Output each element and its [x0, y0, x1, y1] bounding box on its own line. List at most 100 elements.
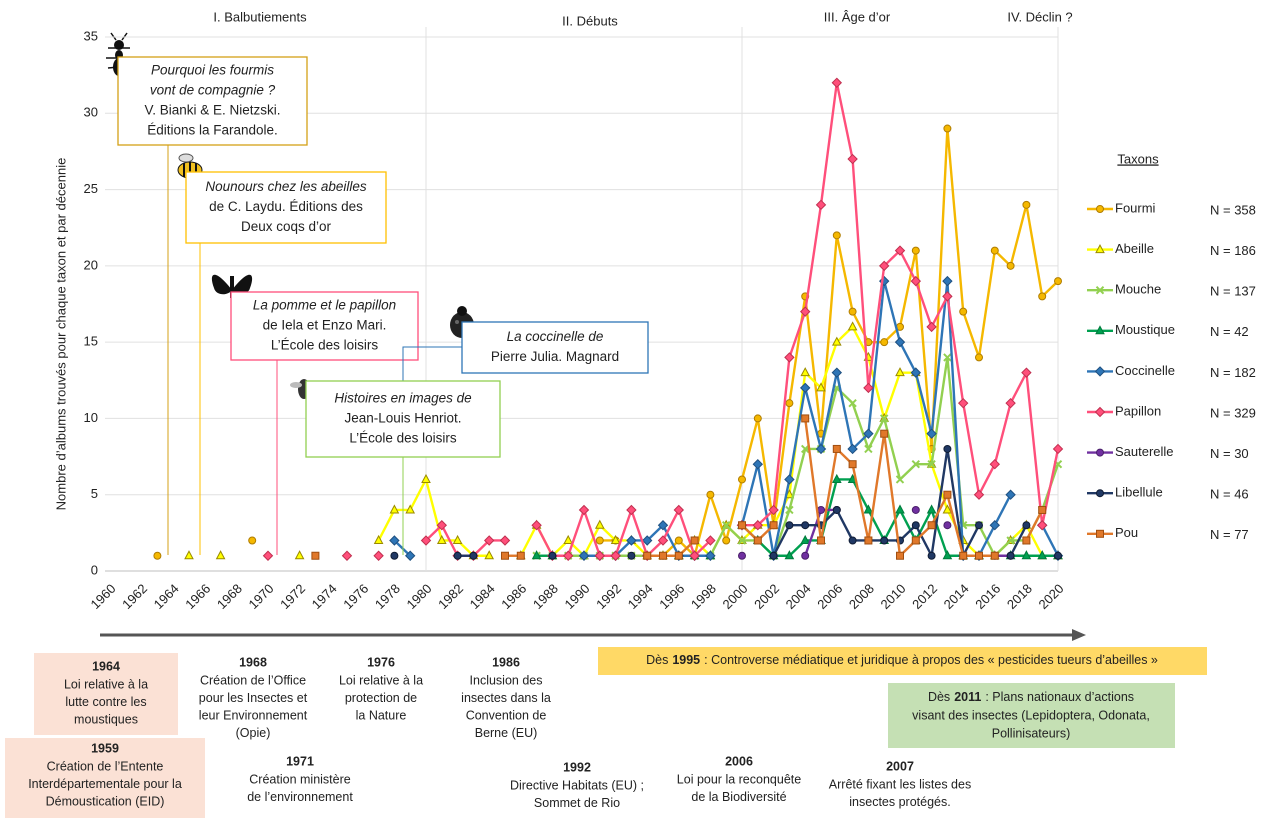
point	[849, 537, 856, 544]
legend-marker	[1096, 367, 1105, 376]
event-text: insectes dans la	[461, 691, 551, 705]
point	[786, 522, 793, 529]
legend-label: Abeille	[1115, 241, 1154, 256]
y-tick-label: 25	[84, 181, 98, 196]
point	[864, 383, 873, 392]
event-text: Convention de	[466, 708, 547, 722]
point	[753, 460, 762, 469]
banner-year: 2011	[954, 690, 981, 704]
book-text: La pomme et le papillon	[253, 298, 396, 313]
point	[501, 536, 510, 545]
legend-label: Mouche	[1115, 282, 1161, 297]
event-text: (Opie)	[236, 726, 271, 740]
y-tick-label: 35	[84, 28, 98, 43]
point	[675, 552, 682, 559]
point	[832, 78, 841, 87]
point	[960, 308, 967, 315]
x-tick-label: 1976	[340, 581, 371, 612]
period-label: II. Débuts	[562, 13, 618, 28]
book-text: Pierre Julia. Magnard	[491, 349, 619, 364]
point	[990, 460, 999, 469]
point	[754, 415, 761, 422]
point	[943, 292, 952, 301]
series	[533, 354, 1061, 559]
book-text: Éditions la Farandole.	[147, 123, 278, 138]
point	[217, 551, 225, 559]
event-text: de l’environnement	[247, 790, 353, 804]
point	[959, 399, 968, 408]
point	[770, 552, 777, 559]
point	[976, 552, 983, 559]
point	[374, 551, 383, 560]
legend-label: Sauterelle	[1115, 444, 1174, 459]
x-tick-label: 2012	[909, 581, 940, 612]
x-tick-label: 2004	[783, 581, 814, 612]
point	[817, 200, 826, 209]
x-tick-label: 1968	[214, 581, 245, 612]
point	[865, 537, 872, 544]
y-tick-label: 15	[84, 334, 98, 349]
point	[674, 505, 683, 514]
x-tick-label: 2014	[941, 581, 972, 612]
legend-label: Papillon	[1115, 403, 1161, 418]
point	[928, 552, 935, 559]
legend-count: N = 186	[1210, 243, 1256, 258]
event-text: Loi relative à la	[64, 677, 148, 691]
point	[990, 521, 999, 530]
event-text: lutte contre les	[65, 695, 146, 709]
point	[943, 277, 952, 286]
timeline-event: 1986Inclusion desinsectes dans laConvent…	[461, 655, 551, 740]
event-year: 1971	[286, 754, 314, 768]
point	[897, 552, 904, 559]
point	[1007, 262, 1014, 269]
legend-count: N = 42	[1210, 324, 1249, 339]
point	[833, 232, 840, 239]
point	[818, 537, 825, 544]
event-text: Directive Habitats (EU) ;	[510, 778, 644, 792]
point	[596, 521, 604, 529]
banner-line: : Plans nationaux d’actions	[985, 690, 1134, 704]
timeline-arrow	[100, 629, 1086, 641]
event-year: 1964	[92, 659, 120, 673]
point	[802, 415, 809, 422]
x-tick-label: 1970	[245, 581, 276, 612]
point	[1039, 506, 1046, 513]
x-tick-label: 2016	[972, 581, 1003, 612]
point	[975, 490, 984, 499]
y-tick-label: 10	[84, 410, 98, 425]
legend-count: N = 30	[1210, 446, 1249, 461]
timeline-event: 1959Création de l’EntenteInterdépartemen…	[5, 738, 205, 818]
x-tick-label: 1994	[625, 581, 656, 612]
event-text: Création de l’Entente	[47, 759, 164, 773]
event-text: Sommet de Rio	[534, 796, 620, 810]
event-text: Arrêté fixant les listes des	[829, 777, 971, 791]
event-text: la Nature	[356, 708, 407, 722]
point	[849, 322, 857, 330]
x-tick-label: 1972	[277, 581, 308, 612]
event-year: 1959	[91, 741, 119, 755]
point	[628, 552, 635, 559]
legend-count: N = 77	[1210, 527, 1249, 542]
x-tick-label: 1992	[593, 581, 624, 612]
point	[1023, 522, 1030, 529]
event-text: moustiques	[74, 712, 138, 726]
legend-count: N = 137	[1210, 284, 1256, 299]
banner-text: Dès1995: Controverse médiatique et jurid…	[646, 653, 1158, 667]
point	[627, 505, 636, 514]
point	[912, 247, 919, 254]
event-text: pour les Insectes et	[199, 691, 308, 705]
point	[185, 551, 193, 559]
x-tick-label: 1978	[372, 581, 403, 612]
point	[391, 552, 398, 559]
point	[944, 125, 951, 132]
point	[691, 537, 698, 544]
y-tick-label: 30	[84, 105, 98, 120]
point	[454, 552, 461, 559]
x-tick-label: 1982	[435, 581, 466, 612]
point	[644, 552, 651, 559]
point	[1055, 278, 1062, 285]
event-year: 1992	[563, 760, 591, 774]
legend-label: Fourmi	[1115, 200, 1156, 215]
x-tick-label: 1960	[87, 581, 118, 612]
point	[1006, 490, 1015, 499]
